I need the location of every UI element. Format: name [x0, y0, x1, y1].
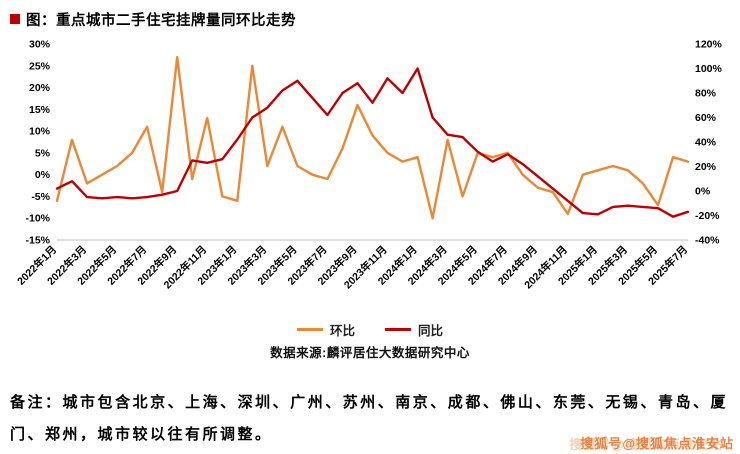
series-line-yoy	[55, 67, 690, 218]
right-axis-tick: 20%	[695, 161, 717, 173]
legend-label-mom: 环比	[329, 323, 355, 338]
left-axis-tick: -10%	[25, 213, 50, 225]
left-axis-tick: 0%	[35, 169, 51, 181]
right-axis-tick: 100%	[695, 63, 723, 75]
footnote: 备注：城市包含北京、上海、深圳、广州、苏州、南京、成都、佛山、东莞、无锡、青岛、…	[10, 394, 728, 444]
left-axis-tick: -15%	[25, 235, 50, 247]
mom-line-swatch	[296, 327, 323, 331]
left-axis-tick: 10%	[29, 126, 51, 138]
right-axis-tick: -40%	[695, 235, 720, 247]
right-axis-tick: 40%	[695, 137, 717, 149]
left-axis-tick: 5%	[35, 147, 51, 159]
right-axis-tick: 0%	[695, 186, 711, 198]
series-line-mom	[55, 55, 690, 220]
legend-label-yoy: 同比	[418, 323, 444, 338]
left-axis-tick: 20%	[29, 82, 51, 94]
left-axis-tick: 15%	[29, 104, 51, 116]
yoy-line-swatch	[385, 327, 411, 331]
legend-item-yoy: 同比	[385, 320, 443, 339]
right-axis-tick: 80%	[695, 88, 717, 100]
data-source: 数据来源:麟评居住大数据研究中心	[270, 346, 470, 360]
watermark: 搜狐号@搜狐焦点淮安站	[580, 436, 734, 451]
right-axis-tick: -20%	[695, 210, 720, 222]
chart-title-row: 图：重点城市二手住宅挂牌量同环比走势	[0, 8, 740, 30]
left-axis-tick: 30%	[29, 39, 51, 51]
left-axis-tick: 25%	[29, 60, 51, 72]
chart-title: 图：重点城市二手住宅挂牌量同环比走势	[26, 12, 296, 29]
left-axis-tick: -5%	[31, 191, 50, 203]
right-axis-tick: 60%	[695, 112, 717, 124]
right-axis-tick: 120%	[695, 39, 723, 51]
title-bullet-icon	[10, 14, 20, 24]
chart-legend: 环比 同比	[0, 320, 740, 338]
legend-item-mom: 环比	[296, 320, 355, 339]
line-chart: 30% 25% 20% 15% 10% 5% 0% -5% -10% -15% 120% 100% 80…	[14, 39, 723, 292]
